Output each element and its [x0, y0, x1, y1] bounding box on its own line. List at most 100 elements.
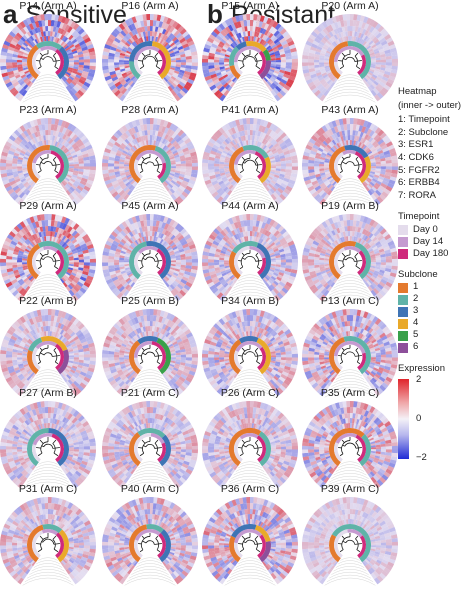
expression-cell: [17, 78, 24, 84]
expression-cell: [374, 85, 382, 93]
expression-cell: [31, 22, 37, 29]
expression-cell: [354, 36, 359, 43]
expression-cell: [273, 48, 279, 53]
dendrogram-branch: [241, 252, 245, 256]
expression-cell: [161, 34, 167, 40]
gap-guide: [233, 187, 267, 193]
expression-cell: [171, 186, 177, 192]
expression-cell: [17, 170, 23, 174]
expression-cell: [347, 225, 351, 232]
expression-cell: [347, 30, 351, 37]
expression-cell: [325, 50, 332, 55]
expression-cell: [122, 149, 128, 155]
expression-cell: [328, 73, 334, 78]
expression-cell: [266, 24, 273, 32]
expression-cell: [85, 40, 93, 47]
expression-cell: [318, 85, 325, 93]
expression-cell: [285, 163, 293, 167]
expression-cell: [166, 142, 173, 148]
expression-cell: [124, 166, 130, 169]
dendrogram-branch: [142, 257, 146, 261]
expression-cell: [291, 258, 299, 263]
expression-cell: [227, 38, 234, 44]
expression-cell: [335, 15, 341, 23]
expression-cell: [17, 182, 24, 188]
expression-cell: [211, 87, 219, 94]
expression-cell: [163, 16, 169, 24]
expression-cell: [81, 177, 88, 183]
expression-cell: [214, 67, 220, 71]
expression-cell: [267, 48, 274, 53]
expression-cell: [308, 65, 315, 70]
expression-cell: [170, 54, 176, 58]
expression-cell: [44, 123, 49, 131]
dendrogram: [338, 250, 362, 270]
expression-cell: [38, 124, 43, 132]
expression-cell: [109, 46, 117, 52]
expression-cell: [285, 52, 292, 57]
expression-cell: [284, 70, 291, 76]
expression-cell: [283, 84, 291, 91]
gap-guide: [240, 178, 260, 182]
expression-cell: [3, 182, 11, 189]
expression-cell: [24, 136, 30, 143]
expression-cell: [173, 174, 180, 179]
expression-cell: [119, 166, 125, 169]
expression-cell: [36, 37, 40, 44]
expression-cell: [138, 130, 143, 137]
expression-cell: [179, 28, 187, 35]
expression-cell: [261, 34, 267, 40]
expression-cell: [323, 89, 330, 97]
expression-cell: [168, 26, 175, 34]
expression-cell: [103, 47, 110, 53]
expression-cell: [150, 36, 153, 42]
expression-cell: [88, 69, 96, 74]
expression-cell: [250, 134, 253, 141]
expression-cell: [60, 145, 66, 151]
expression-cell: [323, 75, 330, 81]
expression-cell: [150, 124, 154, 131]
dendrogram-branch: [143, 58, 146, 60]
expression-cell: [259, 27, 264, 34]
expression-cell: [180, 168, 186, 173]
expression-cell: [167, 48, 174, 53]
expression-cell: [59, 138, 65, 144]
expression-cell: [319, 64, 325, 68]
expression-cell: [242, 14, 247, 21]
expression-cell: [170, 56, 176, 59]
expression-cell: [245, 36, 249, 42]
expression-cell: [122, 186, 129, 192]
expression-cell: [113, 89, 121, 97]
expression-cell: [113, 163, 120, 167]
expression-cell: [66, 183, 72, 189]
expression-cell: [120, 191, 128, 199]
expression-cell: [285, 55, 292, 60]
expression-cell: [380, 163, 387, 167]
expression-cell: [182, 43, 189, 49]
expression-cell: [133, 126, 139, 133]
expression-cell: [64, 177, 70, 182]
expression-cell: [119, 357, 125, 360]
expression-cell: [188, 147, 196, 154]
expression-cell: [124, 169, 130, 173]
expression-cell: [107, 81, 115, 88]
expression-cell: [314, 53, 320, 58]
expression-cell: [36, 130, 41, 137]
expression-cell: [168, 183, 174, 189]
dendrogram-arc: [145, 256, 156, 262]
expression-cell: [36, 136, 40, 143]
expression-cell: [381, 87, 389, 94]
expression-cell: [75, 129, 83, 137]
dendrogram-branch: [37, 266, 42, 270]
expression-cell: [85, 182, 93, 189]
gap-guide: [340, 74, 360, 78]
expression-cell: [253, 36, 257, 42]
gap-guide: [233, 283, 267, 289]
expression-cell: [270, 65, 276, 69]
expression-cell: [8, 134, 16, 142]
expression-cell: [17, 144, 23, 150]
expression-cell: [8, 30, 16, 38]
expression-cell: [185, 166, 192, 170]
expression-cell: [69, 132, 76, 139]
expression-cell: [169, 52, 175, 56]
